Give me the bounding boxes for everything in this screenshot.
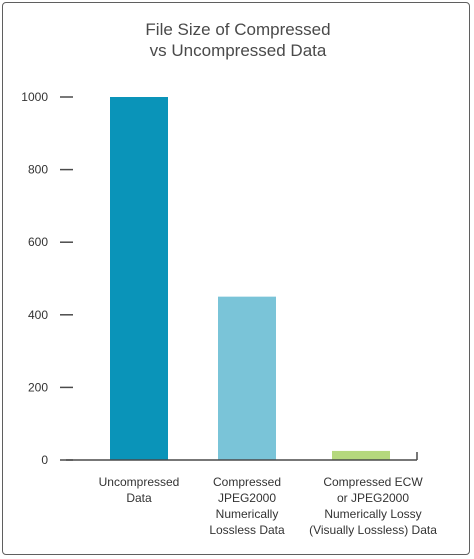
bar xyxy=(218,296,276,460)
x-category-label: Compressed ECW xyxy=(323,475,423,489)
y-tick-label: 0 xyxy=(41,453,48,467)
chart-title-line-2: vs Uncompressed Data xyxy=(150,41,327,60)
x-category-label: Numerically xyxy=(216,507,279,521)
bars xyxy=(110,97,390,460)
y-tick-label: 1000 xyxy=(21,90,48,104)
y-tick-label: 200 xyxy=(28,380,48,394)
x-axis: Uncompressed Data Compressed JPEG2000 Numeri… xyxy=(66,452,437,537)
x-category-label: or JPEG2000 xyxy=(337,491,409,505)
y-axis: 0 200 400 600 800 1000 xyxy=(21,90,73,467)
y-tick-label: 600 xyxy=(28,235,48,249)
x-category-label: (Visually Lossless) Data xyxy=(309,523,437,537)
y-tick-label: 400 xyxy=(28,308,48,322)
x-category-label: Uncompressed xyxy=(99,475,180,489)
bar xyxy=(332,450,390,460)
chart-title-line-1: File Size of Compressed xyxy=(145,20,330,39)
y-tick-label: 800 xyxy=(28,163,48,177)
x-category-label: Compressed xyxy=(213,475,281,489)
x-category-label: Lossless Data xyxy=(209,523,285,537)
x-category-label: JPEG2000 xyxy=(218,491,276,505)
x-category-label: Data xyxy=(126,491,152,505)
chart-frame xyxy=(2,2,470,555)
x-category-label: Numerically Lossy xyxy=(324,507,421,521)
bar xyxy=(110,97,168,460)
